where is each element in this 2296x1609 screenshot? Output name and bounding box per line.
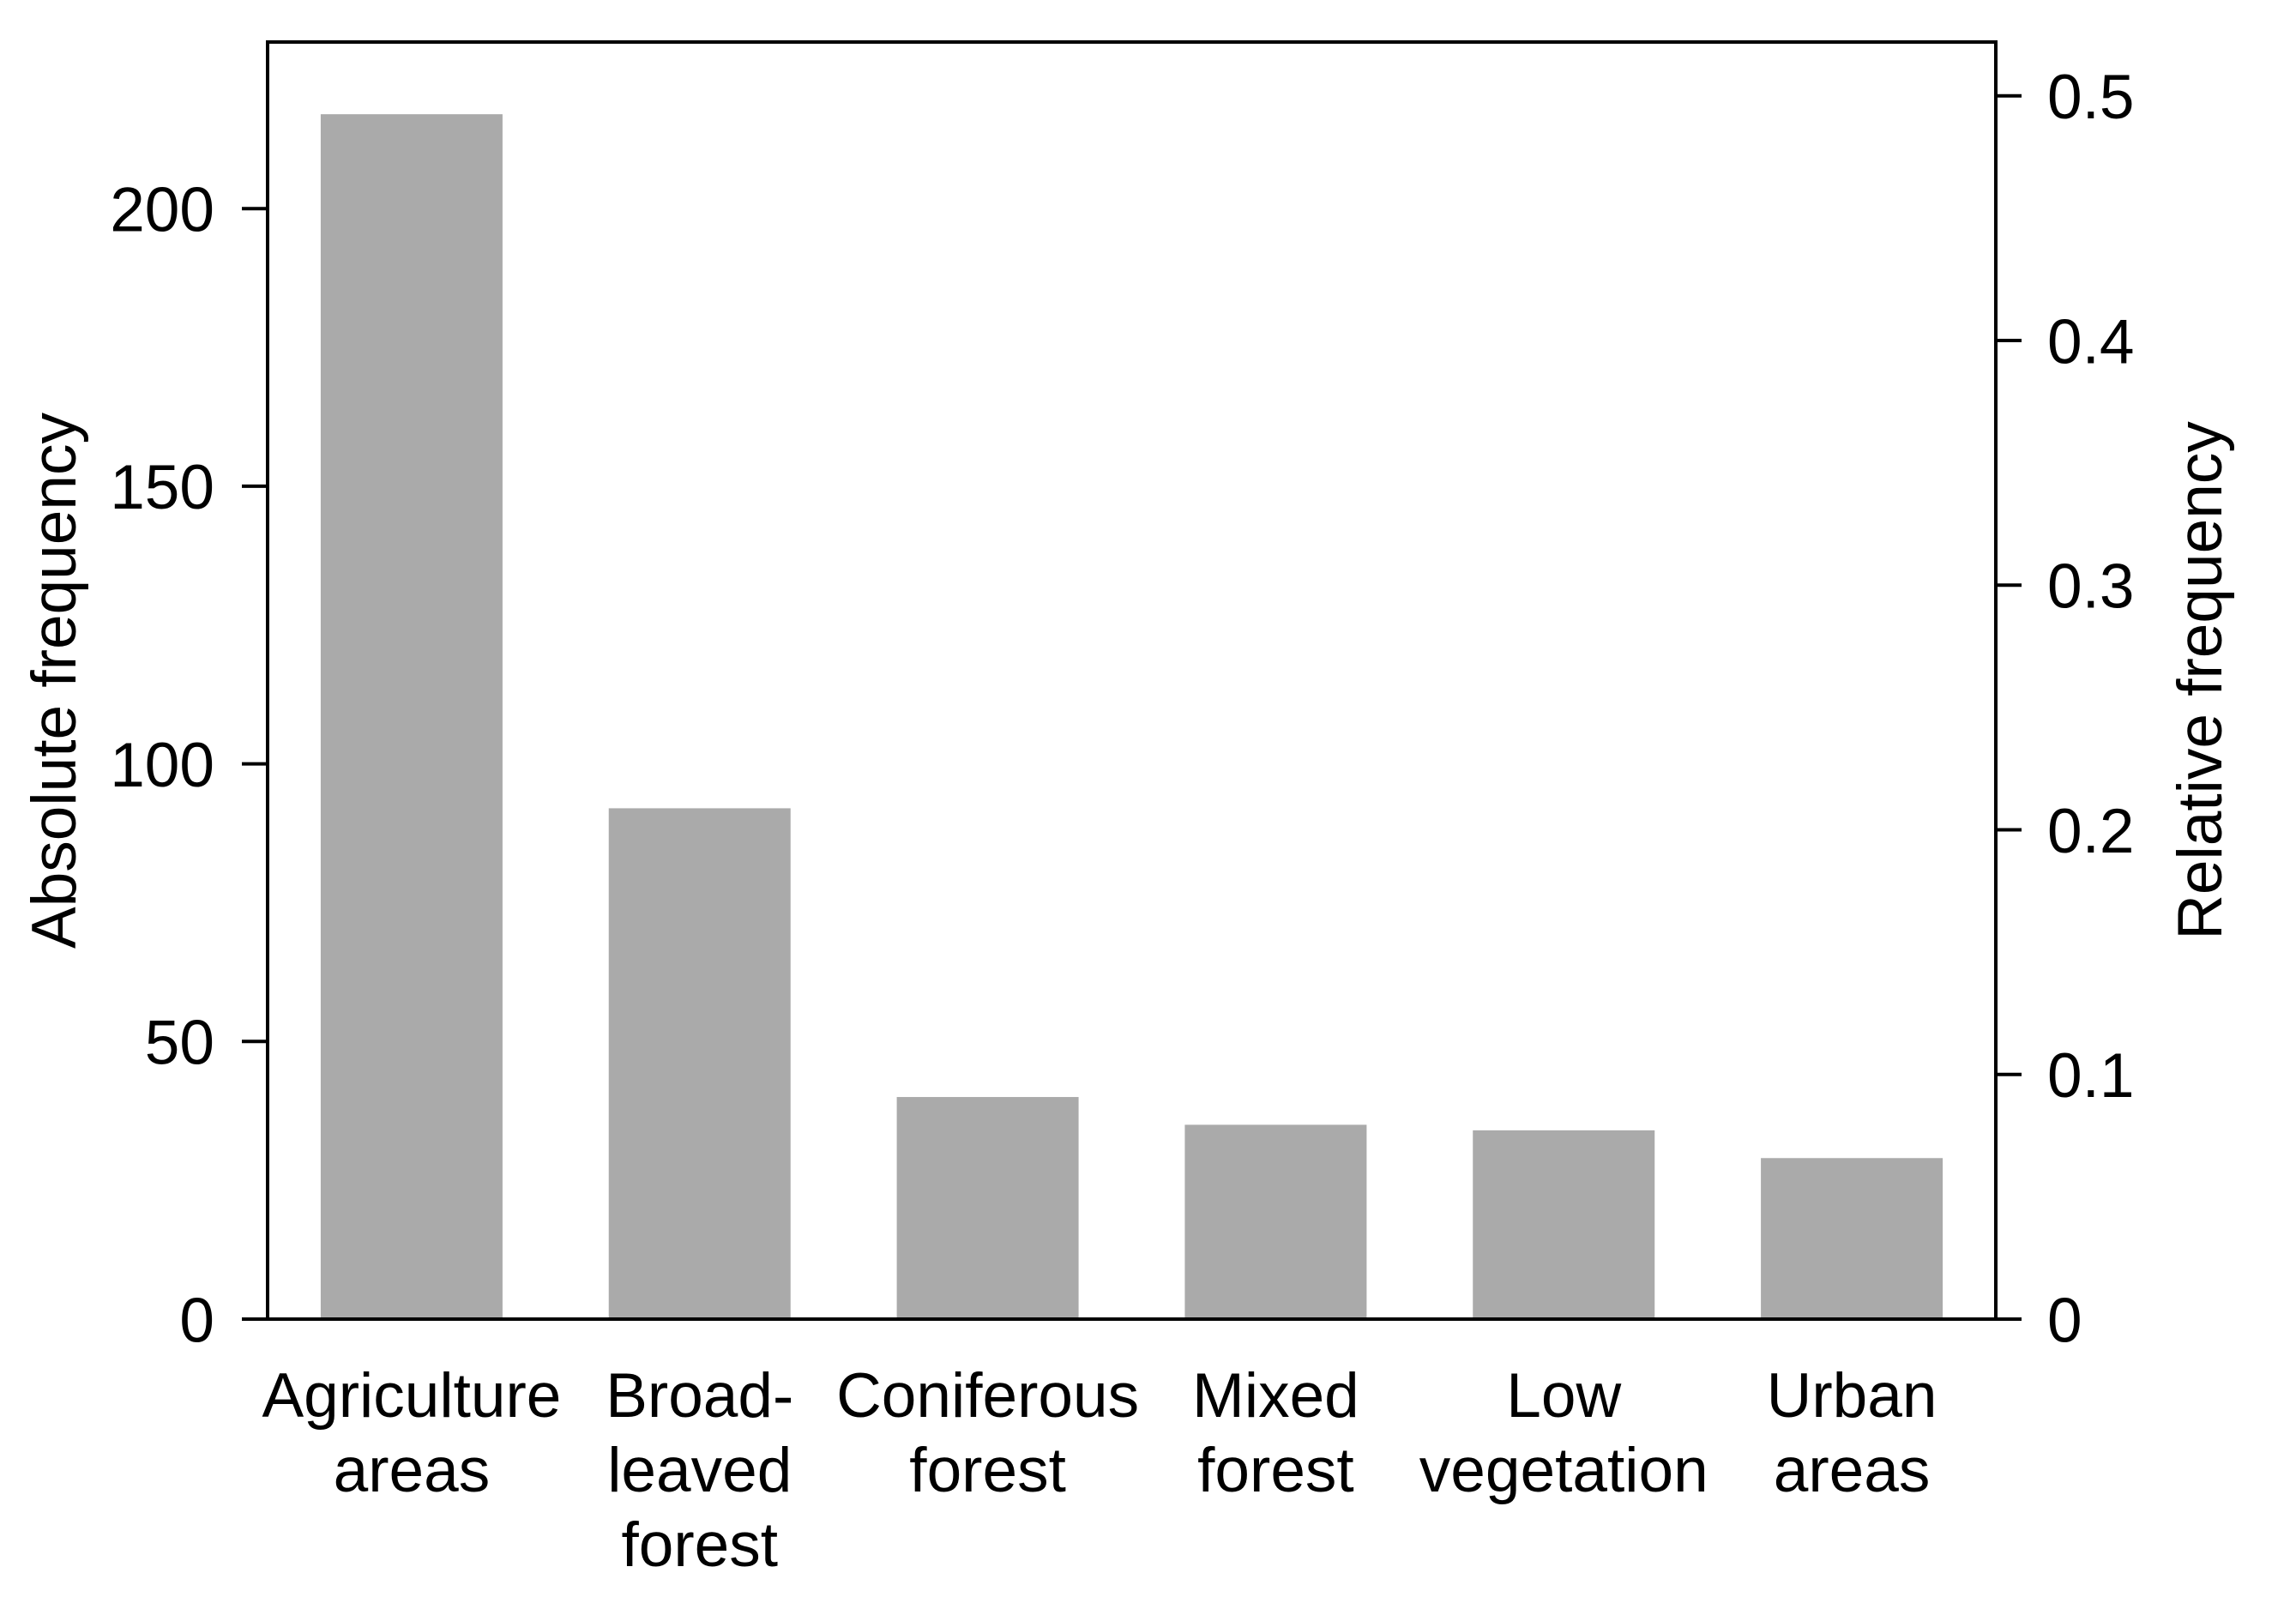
x-axis-category-label: areas (334, 1436, 491, 1505)
x-axis-category-label: Urban (1767, 1361, 1937, 1431)
right-axis-tick-label: 0.1 (2047, 1041, 2134, 1111)
left-axis-tick-label: 100 (110, 731, 214, 800)
x-axis-category-label: areas (1774, 1436, 1931, 1505)
plot-frame (266, 40, 1998, 1321)
left-axis-tick-label: 50 (145, 1009, 214, 1078)
bar-mixed-forest (1184, 1124, 1367, 1319)
x-axis-category-label: forest (621, 1510, 778, 1580)
right-axis-tick-label: 0.4 (2047, 307, 2134, 377)
x-axis-category-label: Mixed (1192, 1361, 1359, 1431)
right-axis-title: Relative frequency (2166, 421, 2235, 940)
bar-agriculture-areas (320, 114, 503, 1319)
x-axis-category-label: Coniferous (836, 1361, 1139, 1431)
right-axis-tick-label: 0.3 (2047, 552, 2134, 622)
x-axis-category-label: Broad- (606, 1361, 793, 1431)
x-axis-category-label: Low (1506, 1361, 1621, 1431)
x-axis-category-label: leaved (607, 1436, 792, 1505)
x-axis-category-label: forest (909, 1436, 1066, 1505)
bar-broad-leaved-forest (608, 808, 791, 1319)
right-axis-tick-label: 0 (2047, 1286, 2082, 1355)
left-axis-tick-label: 200 (110, 175, 214, 244)
x-axis-category-label: forest (1197, 1436, 1354, 1505)
left-axis-tick-label: 0 (179, 1286, 214, 1355)
right-axis-tick-label: 0.5 (2047, 63, 2134, 132)
x-axis-category-label: vegetation (1419, 1436, 1708, 1505)
bar-coniferous-forest (896, 1097, 1079, 1319)
right-axis-tick-label: 0.2 (2047, 797, 2134, 866)
left-axis-title: Absolute frequency (20, 413, 89, 949)
bar-urban-areas (1761, 1158, 1943, 1319)
bar-low-vegetation (1473, 1130, 1655, 1319)
x-axis-category-label: Agriculture (262, 1361, 561, 1431)
left-axis-tick-label: 150 (110, 453, 214, 522)
